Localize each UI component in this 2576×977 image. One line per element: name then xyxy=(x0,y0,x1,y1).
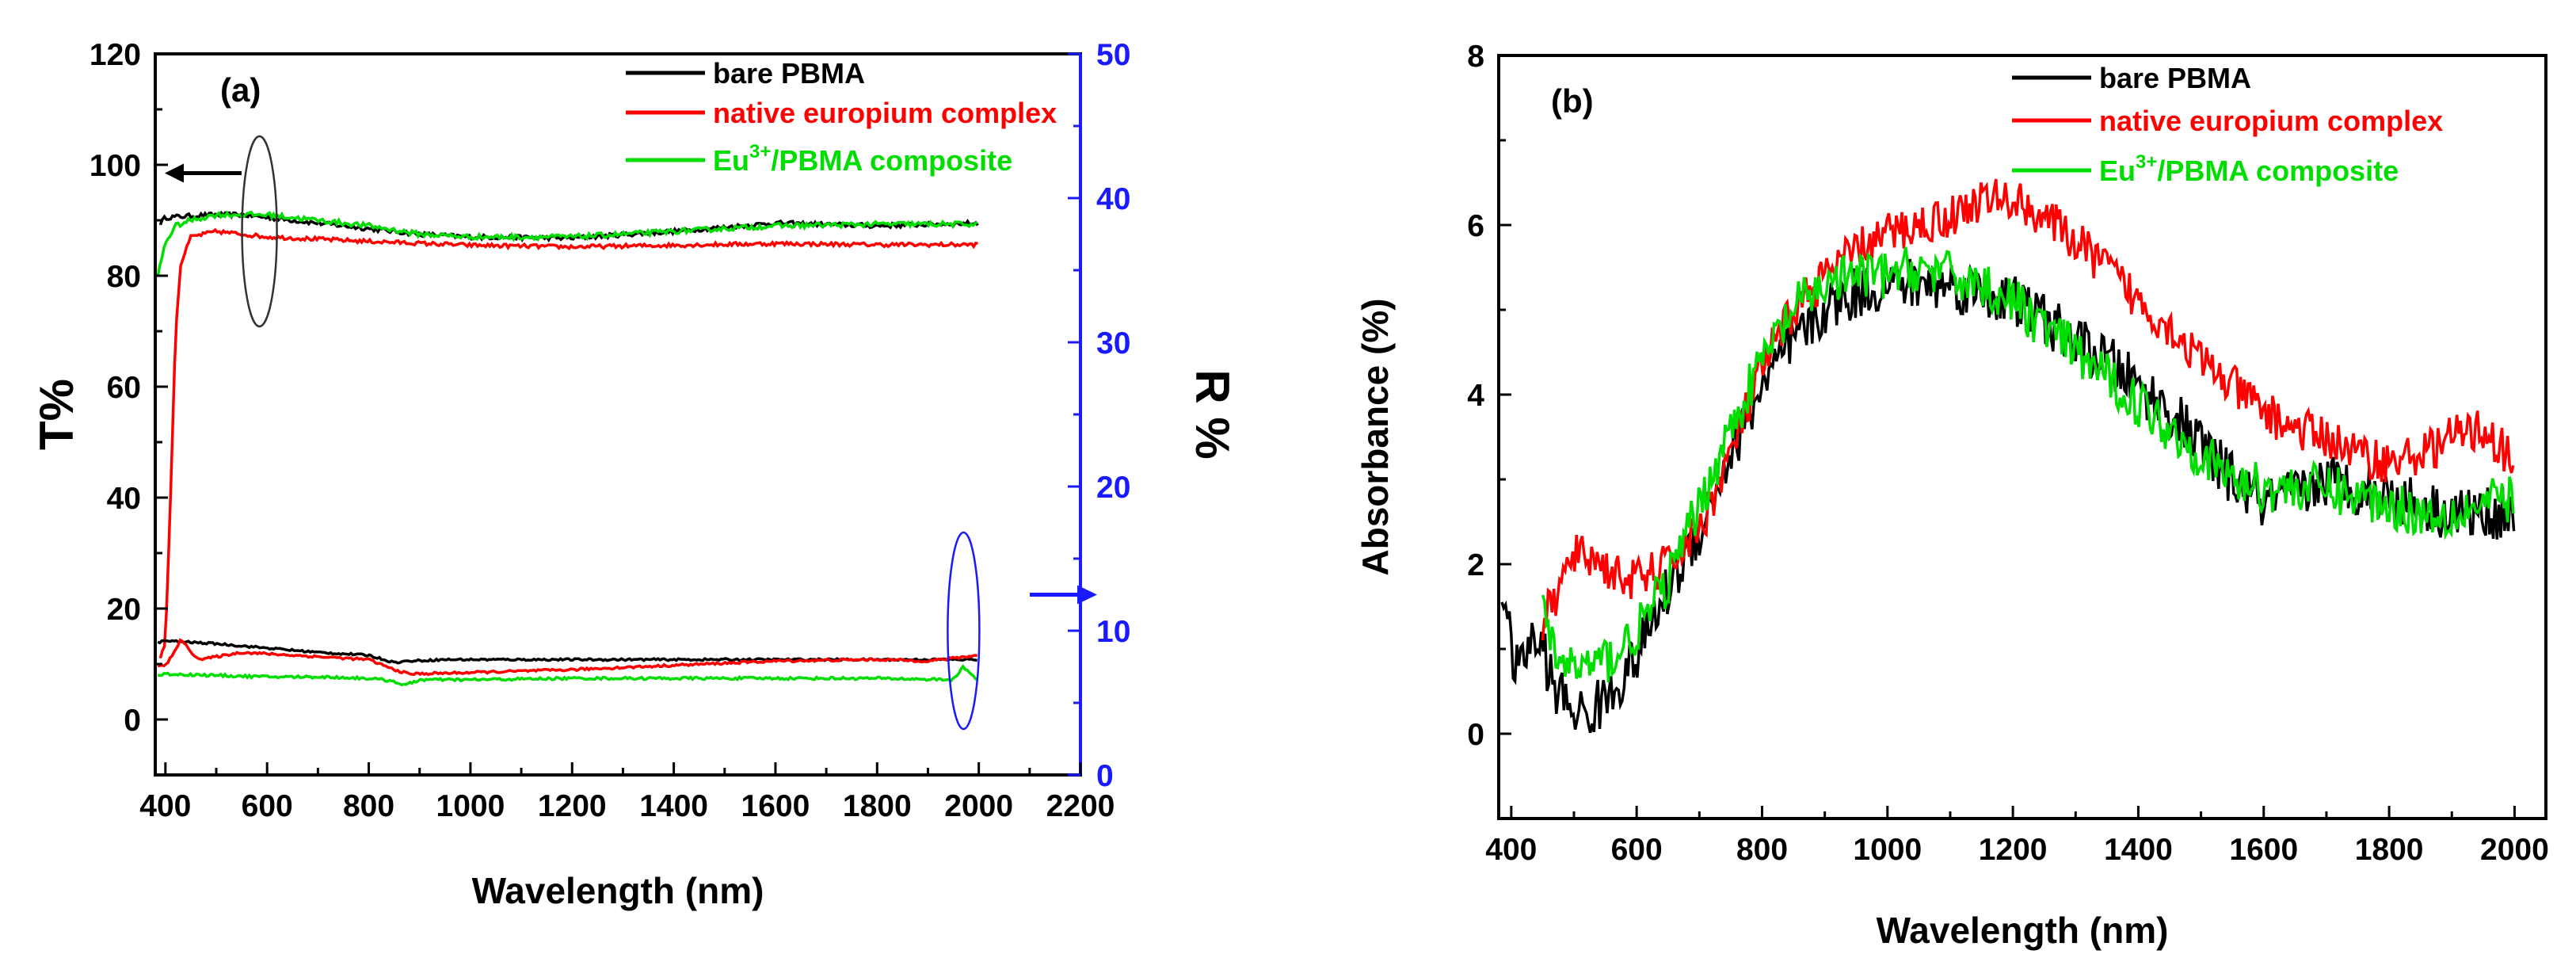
legend-a-rest: /PBMA composite xyxy=(771,144,1012,177)
chart-a-legend: bare PBMA native europium complex Eu3+/P… xyxy=(626,57,1057,177)
chart-a-x-tick-label: 2200 xyxy=(1046,789,1115,823)
chart-a-y-tick-label: 0 xyxy=(124,704,141,738)
arrow-left-head-icon xyxy=(165,163,184,183)
chart-a-annotations xyxy=(165,135,1097,731)
legend-b-eu: Eu xyxy=(2099,155,2136,187)
chart-a-y2-axis-title: R % xyxy=(1186,369,1239,459)
chart-b-x-tick-label: 800 xyxy=(1736,833,1788,867)
arrow-right-head-icon xyxy=(1077,585,1097,605)
legend-a-eu: Eu xyxy=(713,144,749,177)
legend-b-rest: /PBMA composite xyxy=(2157,155,2399,187)
chart-b-panel-label: (b) xyxy=(1551,82,1594,120)
chart-b-y-tick-label: 6 xyxy=(1467,209,1484,243)
series-a-T-native xyxy=(158,227,978,659)
legend-b-sup: 3+ xyxy=(2136,151,2157,173)
legend-b-label-bare: bare PBMA xyxy=(2099,62,2251,94)
chart-b-legend: bare PBMA native europium complex Eu3+/P… xyxy=(2012,62,2443,187)
ellipse-annotation-T xyxy=(241,135,278,328)
series-b-composite xyxy=(1541,246,2515,683)
chart-a-y2-tick-label: 30 xyxy=(1096,326,1130,361)
chart-b-y-ticks: 0 2 4 6 8 xyxy=(1467,40,1511,752)
chart-a-y2-ticks: 0 10 20 30 40 50 xyxy=(1068,38,1130,793)
chart-b-y-tick-label: 8 xyxy=(1467,40,1484,74)
chart-a-x-tick-label: 1600 xyxy=(741,789,810,823)
chart-a-x-tick-label: 800 xyxy=(343,789,394,823)
chart-a-y2-tick-label: 0 xyxy=(1096,759,1114,793)
chart-a-x-tick-label: 1200 xyxy=(538,789,607,823)
chart-b-x-axis-title: Wavelength (nm) xyxy=(1877,910,2169,951)
chart-b-y-axis-title: Absorbance (%) xyxy=(1355,298,1396,575)
chart-b-y-tick-label: 4 xyxy=(1467,379,1484,413)
chart-b: 400 600 800 1000 1200 1400 1600 1800 2000 02468 … xyxy=(1355,40,2549,951)
chart-a-y2-tick-label: 20 xyxy=(1096,471,1130,505)
chart-a-x-tick-label: 1000 xyxy=(436,789,505,823)
chart-a: 400 600 800 1000 1200 1400 1600 1800 2000 2200 02… xyxy=(30,38,1239,911)
chart-a-x-tick-label: 1800 xyxy=(843,789,912,823)
chart-a-y-tick-label: 60 xyxy=(107,371,141,405)
chart-b-plot-frame xyxy=(1497,54,2547,820)
chart-b-x-tick-label: 1600 xyxy=(2229,833,2298,867)
chart-a-y-tick-label: 40 xyxy=(107,482,141,516)
ellipse-annotation-R xyxy=(947,531,981,731)
chart-b-x-tick-label: 1400 xyxy=(2104,833,2173,867)
legend-a-label-bare: bare PBMA xyxy=(713,57,865,90)
legend-a-label-composite: Eu3+/PBMA composite xyxy=(713,141,1012,177)
legend-a-label-native: native europium complex xyxy=(713,97,1057,129)
chart-a-series-layer xyxy=(156,210,979,687)
chart-a-y-axis-title: T% xyxy=(30,379,83,450)
series-a-R-composite xyxy=(158,664,978,687)
chart-a-y-tick-label: 20 xyxy=(107,593,141,627)
chart-a-x-tick-label: 400 xyxy=(139,789,191,823)
chart-b-y-tick-label: 0 xyxy=(1467,718,1484,752)
legend-a-sup: 3+ xyxy=(749,141,771,162)
chart-a-y-tick-label: 80 xyxy=(107,260,141,294)
chart-a-x-tick-label: 2000 xyxy=(944,789,1013,823)
chart-a-y2-tick-label: 40 xyxy=(1096,182,1130,216)
chart-b-x-tick-label: 600 xyxy=(1611,833,1663,867)
chart-a-y2-tick-label: 10 xyxy=(1096,615,1130,649)
chart-a-x-axis-title: Wavelength (nm) xyxy=(472,870,764,911)
chart-b-x-tick-label: 1000 xyxy=(1853,833,1922,867)
chart-a-y-tick-label: 100 xyxy=(90,149,141,183)
chart-a-x-tick-label: 600 xyxy=(242,789,293,823)
legend-b-label-composite: Eu3+/PBMA composite xyxy=(2099,151,2399,187)
chart-a-panel-label: (a) xyxy=(220,71,261,109)
chart-a-x-ticks: 400 600 800 1000 1200 1400 1600 1800 2000 2200 xyxy=(139,762,1115,823)
chart-a-y-tick-label: 120 xyxy=(90,38,141,72)
chart-a-y2-tick-label: 50 xyxy=(1096,38,1130,72)
chart-b-x-ticks: 400 600 800 1000 1200 1400 1600 1800 2000 xyxy=(1485,806,2549,867)
chart-a-x-tick-label: 1400 xyxy=(639,789,708,823)
chart-b-x-tick-label: 1800 xyxy=(2355,833,2424,867)
series-a-R-native xyxy=(157,638,978,677)
chart-b-y-tick-label: 2 xyxy=(1467,548,1484,582)
chart-b-x-tick-label: 400 xyxy=(1485,833,1537,867)
chart-b-x-tick-label: 1200 xyxy=(1979,833,2048,867)
series-b-native xyxy=(1541,178,2515,641)
legend-b-label-native: native europium complex xyxy=(2099,105,2443,137)
series-a-T-composite xyxy=(156,210,978,277)
series-b-bare xyxy=(1500,258,2516,733)
chart-b-series-layer xyxy=(1500,178,2516,733)
chart-b-x-tick-label: 2000 xyxy=(2480,833,2549,867)
chart-a-y-ticks: 0 20 40 60 80 100 120 xyxy=(90,38,168,738)
